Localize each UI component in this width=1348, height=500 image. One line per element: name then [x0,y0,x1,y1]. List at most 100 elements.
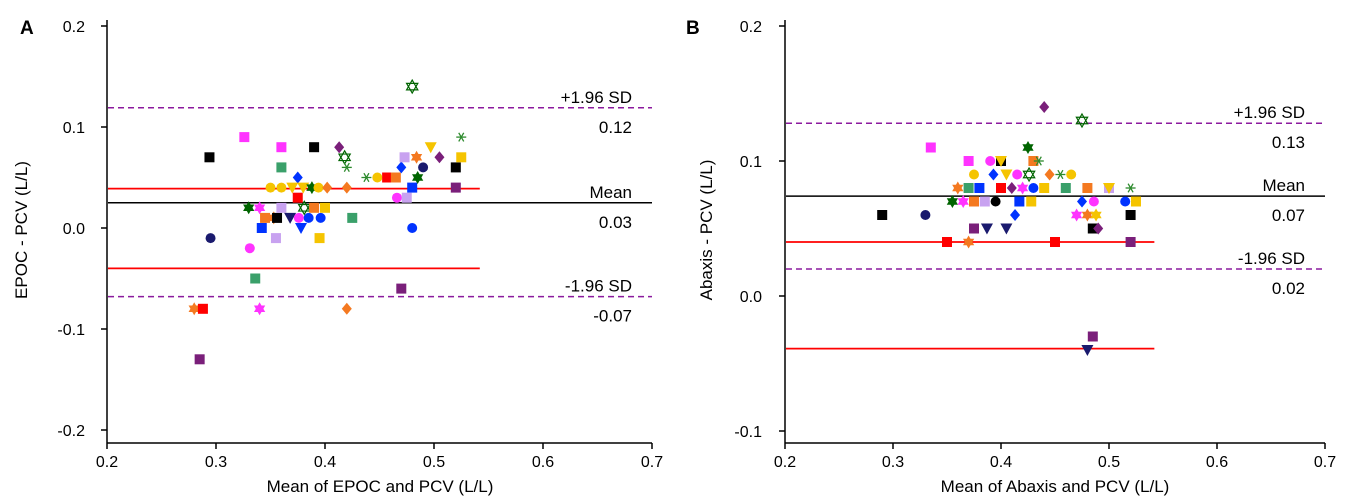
panel-b-x-tick-label: 0.4 [990,454,1012,471]
panel-a-data-point [407,223,418,233]
panel-b-data-point [1120,196,1131,207]
panel-a-data-point [194,354,205,365]
panel-a-data-point [341,181,352,194]
panel-a-data-point [399,152,410,163]
panel-b-data-point [1125,237,1136,247]
panel-a-data-point [418,162,429,173]
panel-b-data-point [969,169,979,180]
panel-a-data-point [341,302,352,315]
panel-b-ref-line-value: 0.07 [1272,206,1305,225]
panel-a-data-point [292,192,303,203]
panel-a-data-point [361,172,372,183]
panel-b-data-point [1010,209,1021,221]
panel-a-data-point [314,233,325,244]
panel-a-ref-line-label: -1.96 SD [565,277,632,296]
panel-a-data-point [253,201,266,215]
panel-b-ref-line-label: +1.96 SD [1234,103,1305,122]
panel-a-x-tick-label: 0.4 [314,454,336,471]
panel-b-ref-line-label: -1.96 SD [1238,249,1305,268]
panel-b-data-point [1090,208,1102,222]
panel-a-data-point [450,162,461,173]
panel-a-data-point [424,142,437,154]
panel-b-data-point [1103,183,1115,194]
panel-a-y-tick-label: -0.1 [57,322,85,339]
panel-a-data-point [412,171,424,184]
panel-b-data-point [1081,208,1094,222]
panel-b-data-point [979,196,990,207]
panel-a-data-point [260,212,271,223]
panel-a-data-point [309,202,320,213]
panel-b-data-point [969,223,979,234]
panel-b-data-point [1060,183,1071,193]
panel-b-data-point [1028,183,1039,193]
panel-b-data-point [990,196,1001,207]
panel-b-data-point [920,210,931,220]
panel-a-x-tick-label: 0.7 [641,454,663,471]
panel-a-data-point [297,182,310,194]
panel-a-x-tick-label: 0.2 [96,454,118,471]
panel-a-ref-line-label: Mean [589,183,632,202]
panel-b-data-point [1039,101,1050,113]
panel-a: A Mean of EPOC and PCV (L/L) EPOC - PCV … [12,18,663,496]
panel-a-data-point [396,161,407,174]
panel-a-y-tick-label: 0.2 [63,19,85,36]
panel-a-data-point [197,303,208,314]
panel-a-data-point [276,142,287,153]
panel-b-plot-area: 0.2 0.3 0.4 0.5 0.6 0.7 -0.1 0.0 0.1 0.2 +1.96 SD 0… [734,19,1336,471]
panel-a-data-point [284,212,297,224]
panel-b-data-point [1033,156,1044,166]
panel-a-data-point [407,182,418,193]
panel-a-ref-line-value: 0.12 [599,118,632,137]
panel-b-data-point [957,195,969,208]
panel-b-x-tick-label: 0.3 [882,454,904,471]
panel-b-data-point [988,168,999,181]
panel-a-data-point [297,200,311,216]
panel-a-data-point [270,233,281,244]
panel-b-x-axis-title: Mean of Abaxis and PCV (L/L) [941,477,1170,496]
panel-a-data-point [391,192,402,203]
panel-b-data-point [996,183,1006,193]
panel-b-data-point [1014,196,1025,207]
panel-b: B Mean of Abaxis and PCV (L/L) Abaxis - … [686,18,1336,496]
panel-a-y-tick-label: 0.1 [63,120,85,137]
panel-a-data-point [276,202,287,213]
panel-a-data-point [276,182,287,193]
panel-a-data-point [239,132,250,143]
panel-a-data-point [243,201,255,215]
panel-a-letter: A [20,18,34,39]
panel-b-data-point [969,196,979,207]
panel-b-data-point [1000,169,1013,181]
panel-b-y-tick-label: 0.2 [740,19,762,36]
panel-b-data-point [1022,141,1034,154]
panel-a-ref-line-value: 0.03 [599,213,632,232]
panel-b-data-point [1082,183,1093,193]
panel-a-data-point [303,212,314,223]
panel-a-y-tick-label: 0.0 [63,221,85,238]
panel-a-data-point [293,212,304,223]
panel-b-data-point [995,156,1007,167]
panel-a-data-point [450,182,461,193]
panel-b-data-point [1077,195,1087,208]
panel-b-data-point [1016,181,1029,195]
panel-b-data-point [1044,168,1055,181]
panel-a-data-point [265,182,276,193]
panel-a-data-point [341,162,352,173]
panel-a-data-point [276,162,287,173]
panel-a-y-axis-title: EPOC - PCV (L/L) [12,161,31,299]
panel-a-data-point [372,172,383,183]
panel-a-data-point [272,212,283,223]
panel-a-data-point [205,233,216,244]
panel-b-x-tick-label: 0.2 [774,454,796,471]
panel-b-ref-line-value: 0.13 [1272,133,1305,152]
panel-a-data-point [401,192,412,203]
panel-b-data-point [1026,196,1037,207]
panel-a-y-tick-label: -0.2 [57,423,85,440]
panel-a-data-point [292,171,303,184]
panel-b-ref-line-value: 0.02 [1272,279,1305,298]
panel-a-data-point [396,283,407,294]
panel-b-x-tick-label: 0.6 [1206,454,1228,471]
panel-b-data-point [1022,166,1036,183]
panel-b-data-point [1070,208,1083,222]
panel-b-ref-line-label: Mean [1262,176,1305,195]
panel-b-data-point [1055,169,1066,180]
